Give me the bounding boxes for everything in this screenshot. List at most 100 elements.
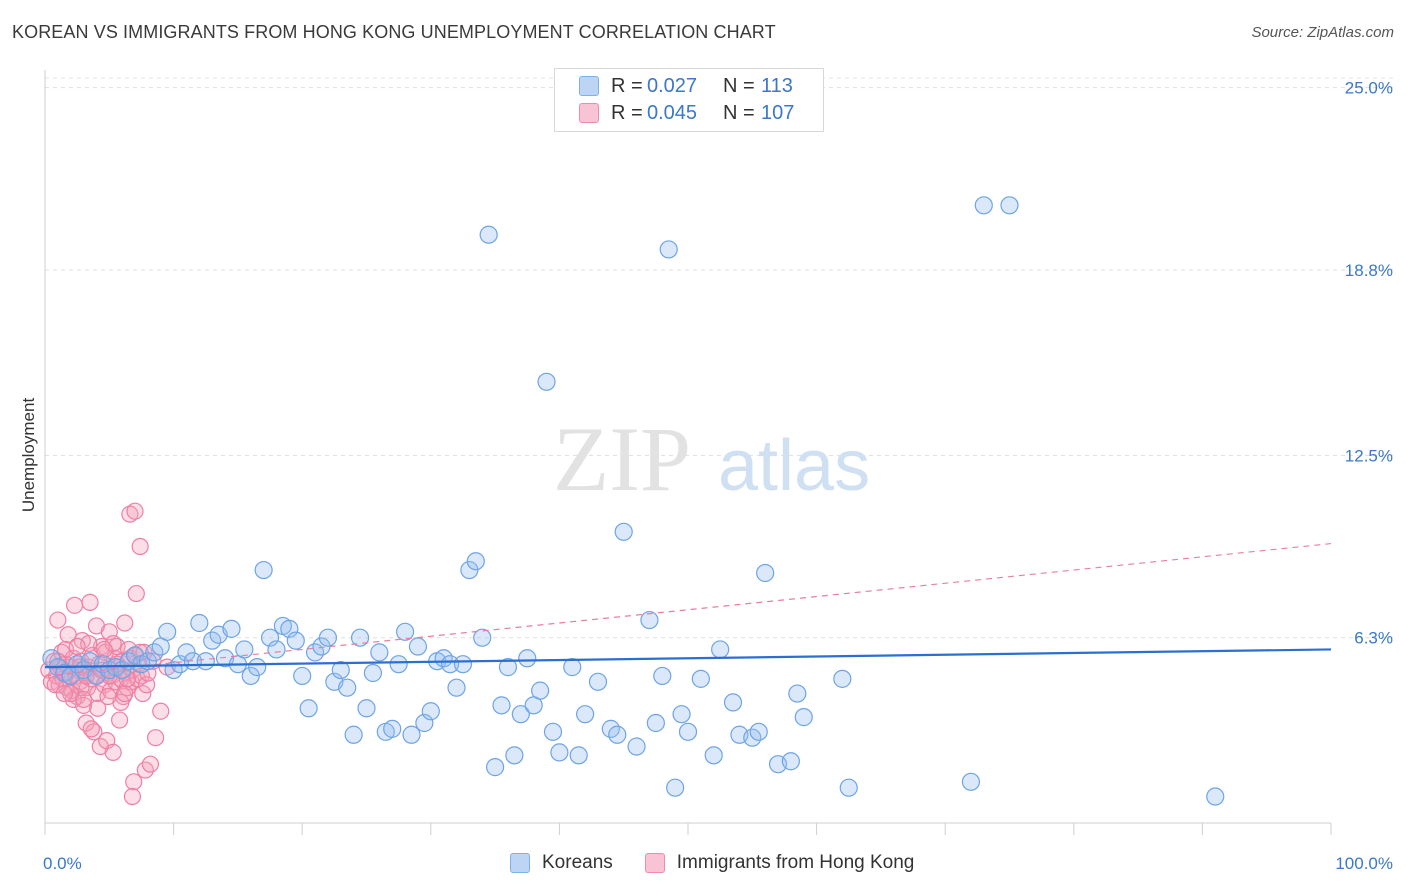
koreans-point (440, 655, 460, 674)
hongkong-point (116, 684, 134, 703)
koreans-point (235, 640, 254, 659)
r-label: R = (611, 74, 643, 97)
koreans-point (1206, 787, 1225, 806)
hongkong-point (82, 720, 100, 738)
hongkong-legend-label: Immigrants from Hong Kong (676, 852, 915, 873)
koreans-n-value: 113 (761, 74, 793, 97)
koreans-point (158, 622, 177, 641)
hongkong-point (146, 729, 165, 747)
koreans-point (473, 628, 492, 647)
koreans-point (563, 658, 582, 677)
hongkong-point (134, 684, 152, 703)
koreans-point (299, 699, 318, 718)
koreans-point (383, 719, 402, 738)
watermark-atlas: atlas (718, 426, 870, 506)
hongkong-point (118, 670, 136, 688)
koreans-point (646, 713, 665, 733)
hongkong-point (74, 690, 93, 709)
koreans-r-value: 0.027 (647, 74, 698, 97)
series-koreans-points (42, 196, 1225, 806)
koreans-point (704, 746, 723, 765)
hongkong-point (99, 687, 117, 706)
koreans-legend-swatch (510, 853, 530, 873)
y-tick-label: 6.3% (1354, 629, 1393, 648)
hongkong-point (116, 614, 134, 632)
koreans-point (711, 640, 730, 659)
koreans-point (974, 196, 993, 215)
x-tick-label: 100.0% (1335, 854, 1393, 873)
koreans-point (839, 778, 858, 797)
r-label: R = (611, 101, 643, 124)
koreans-point (479, 225, 498, 244)
koreans-point (260, 628, 280, 647)
koreans-point (531, 681, 550, 700)
hongkong-point (104, 743, 122, 762)
koreans-point (1000, 196, 1019, 215)
koreans-point (749, 722, 768, 741)
koreans-trend-line (44, 648, 1332, 669)
source-note: Source: ZipAtlas.com (1251, 24, 1394, 41)
hongkong-n-value: 107 (761, 101, 795, 124)
y-tick-label: 25.0% (1345, 79, 1393, 98)
legend-item-koreans: Koreans (510, 852, 613, 874)
hongkong-legend-swatch (644, 853, 665, 873)
hongkong-point (49, 611, 67, 629)
koreans-point (196, 652, 215, 671)
koreans-point (402, 725, 421, 744)
hongkong-point (123, 787, 142, 806)
axes (44, 70, 1332, 835)
koreans-point (357, 699, 376, 718)
koreans-point (408, 637, 428, 656)
koreans-point (588, 672, 608, 691)
koreans-point (550, 743, 569, 762)
y-axis-label: Unemployment (19, 398, 38, 513)
series-legend: Koreans Immigrants from Hong Kong (510, 852, 946, 874)
koreans-point (537, 372, 556, 391)
koreans-point (653, 666, 672, 686)
koreans-point (518, 649, 537, 668)
koreans-point (666, 778, 685, 797)
hongkong-swatch (579, 103, 599, 123)
koreans-point (286, 631, 305, 650)
koreans-point (293, 666, 312, 686)
koreans-point (723, 693, 743, 712)
y-tick-label: 12.5% (1345, 446, 1393, 465)
hongkong-point (68, 637, 86, 656)
koreans-point (331, 660, 350, 680)
hongkong-point (126, 502, 144, 520)
hongkong-point (131, 537, 149, 556)
koreans-point (254, 560, 273, 580)
koreans-point (395, 622, 415, 641)
hongkong-point (89, 699, 107, 717)
koreans-point (788, 684, 807, 703)
koreans-point (543, 722, 563, 741)
koreans-point (338, 678, 357, 697)
hongkong-point (46, 676, 64, 694)
koreans-point (318, 628, 338, 647)
correlation-legend: R = 0.027 N = 113 R = 0.045 N = 107 (554, 68, 824, 132)
y-tick-label: 18.8% (1345, 261, 1393, 280)
koreans-swatch (579, 76, 599, 96)
watermark: ZIP atlas (553, 408, 870, 510)
trend-lines (44, 542, 1332, 677)
koreans-point (498, 658, 518, 677)
koreans-point (453, 655, 473, 674)
hongkong-point (65, 596, 84, 614)
x-tick-label: 0.0% (43, 854, 82, 873)
hongkong-point (121, 505, 139, 523)
koreans-point (363, 663, 383, 683)
koreans-point (421, 702, 440, 721)
koreans-point (222, 619, 241, 638)
n-label: N = (723, 101, 755, 124)
koreans-point (267, 640, 286, 659)
n-label: N = (723, 74, 755, 97)
koreans-point (691, 669, 710, 688)
legend-item-hongkong: Immigrants from Hong Kong (644, 852, 915, 874)
chart-title: KOREAN VS IMMIGRANTS FROM HONG KONG UNEM… (12, 22, 776, 42)
koreans-point (505, 746, 524, 765)
legend-row-koreans: R = 0.027 N = 113 (579, 73, 793, 99)
hongkong-point (95, 640, 113, 659)
legend-row-hongkong: R = 0.045 N = 107 (579, 100, 794, 126)
koreans-point (781, 752, 800, 771)
